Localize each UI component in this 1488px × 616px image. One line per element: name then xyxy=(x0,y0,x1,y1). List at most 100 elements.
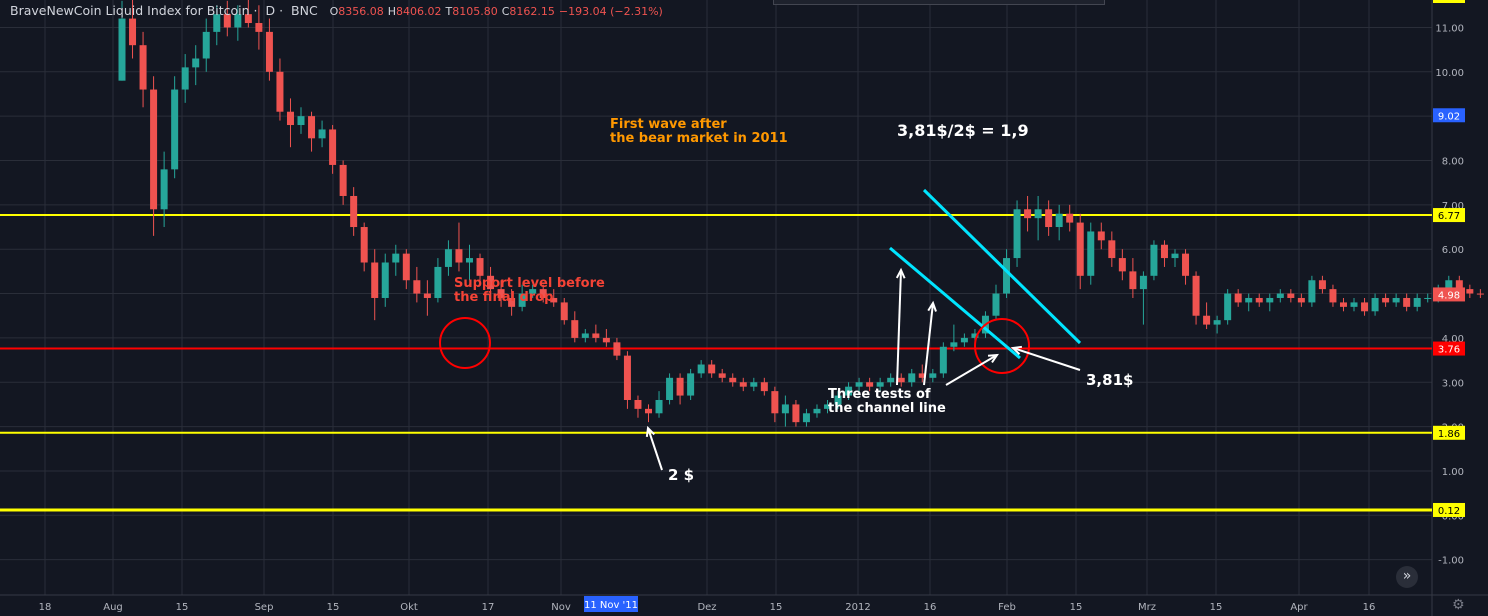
candle[interactable] xyxy=(297,107,305,134)
candle[interactable] xyxy=(171,76,179,179)
candle[interactable] xyxy=(371,249,379,321)
candle[interactable] xyxy=(1087,222,1095,285)
candle[interactable] xyxy=(834,391,842,409)
candle[interactable] xyxy=(592,324,600,343)
candle[interactable] xyxy=(1255,293,1263,307)
candle[interactable] xyxy=(244,0,252,28)
candle[interactable] xyxy=(1224,289,1232,325)
candle[interactable] xyxy=(729,373,737,387)
candle[interactable] xyxy=(1160,240,1168,267)
candle[interactable] xyxy=(1276,289,1284,303)
symbol-name[interactable]: BraveNewCoin Liquid Index for Bitcoin xyxy=(10,3,250,18)
candle[interactable] xyxy=(202,18,210,72)
candle[interactable] xyxy=(308,111,316,152)
candle[interactable] xyxy=(645,404,652,423)
arrow[interactable] xyxy=(923,300,937,386)
candle[interactable] xyxy=(802,408,810,427)
candle[interactable] xyxy=(866,377,874,392)
candle[interactable] xyxy=(255,5,263,50)
candle[interactable] xyxy=(708,360,716,378)
candle[interactable] xyxy=(360,222,368,272)
candle[interactable] xyxy=(181,54,189,103)
candle[interactable] xyxy=(1076,213,1084,290)
candle[interactable] xyxy=(1213,315,1221,334)
candle[interactable] xyxy=(423,280,431,316)
candle[interactable] xyxy=(1339,297,1347,312)
candle[interactable] xyxy=(876,377,884,392)
candle[interactable] xyxy=(939,342,947,378)
candle[interactable] xyxy=(518,284,526,312)
candle[interactable] xyxy=(539,284,547,303)
candle[interactable] xyxy=(1203,302,1211,330)
candle[interactable] xyxy=(1055,204,1063,241)
candle[interactable] xyxy=(813,404,821,418)
candle[interactable] xyxy=(697,360,705,378)
candle[interactable] xyxy=(1371,293,1379,316)
candle[interactable] xyxy=(918,364,926,383)
candle[interactable] xyxy=(908,368,916,387)
candle[interactable] xyxy=(929,368,937,383)
candle[interactable] xyxy=(434,258,442,303)
candle[interactable] xyxy=(718,368,726,383)
candle[interactable] xyxy=(845,382,853,400)
candle[interactable] xyxy=(476,253,484,285)
candle[interactable] xyxy=(1466,284,1474,298)
candle[interactable] xyxy=(687,368,695,400)
arrow[interactable] xyxy=(1010,345,1081,371)
candle[interactable] xyxy=(992,284,1000,321)
candle[interactable] xyxy=(1266,293,1274,312)
candle[interactable] xyxy=(444,240,452,276)
candle[interactable] xyxy=(960,333,968,347)
candle[interactable] xyxy=(613,337,621,361)
candle[interactable] xyxy=(1403,293,1411,312)
candle[interactable] xyxy=(1392,293,1400,307)
candle[interactable] xyxy=(1234,289,1242,307)
candle[interactable] xyxy=(560,297,568,325)
candle[interactable] xyxy=(676,373,684,405)
candle[interactable] xyxy=(781,395,789,427)
candle[interactable] xyxy=(1045,200,1053,236)
candle[interactable] xyxy=(529,284,537,298)
candle[interactable] xyxy=(739,377,747,392)
candle[interactable] xyxy=(465,244,473,281)
candle[interactable] xyxy=(1297,293,1305,307)
candle[interactable] xyxy=(571,311,579,343)
arrow[interactable] xyxy=(895,267,906,386)
candle[interactable] xyxy=(1097,222,1105,250)
candle[interactable] xyxy=(666,373,674,405)
candle[interactable] xyxy=(1476,289,1484,298)
candle[interactable] xyxy=(392,244,400,276)
candle[interactable] xyxy=(139,31,147,108)
candle[interactable] xyxy=(655,391,663,418)
arrow[interactable] xyxy=(645,425,663,471)
candle[interactable] xyxy=(1424,293,1432,303)
channel-lower-line[interactable] xyxy=(889,246,1021,360)
candle[interactable] xyxy=(750,377,758,392)
candle[interactable] xyxy=(1118,249,1126,281)
candle[interactable] xyxy=(455,222,463,272)
gear-icon[interactable]: ⚙ xyxy=(1452,597,1465,613)
candle[interactable] xyxy=(350,187,358,236)
candle[interactable] xyxy=(1329,284,1337,307)
candle[interactable] xyxy=(381,253,389,307)
candle[interactable] xyxy=(1024,195,1032,232)
support-circle[interactable] xyxy=(439,317,491,369)
candle[interactable] xyxy=(129,0,137,59)
candle[interactable] xyxy=(276,58,284,121)
candle[interactable] xyxy=(508,289,516,316)
candle[interactable] xyxy=(318,120,326,148)
candle[interactable] xyxy=(150,76,158,236)
candle[interactable] xyxy=(497,280,505,307)
interval-label[interactable]: D xyxy=(265,3,276,18)
candle[interactable] xyxy=(1182,249,1190,285)
candle[interactable] xyxy=(1013,200,1021,267)
candle[interactable] xyxy=(602,329,610,347)
candle[interactable] xyxy=(950,324,958,352)
arrow[interactable] xyxy=(945,353,999,386)
candle[interactable] xyxy=(1171,249,1179,267)
candle[interactable] xyxy=(1245,293,1253,312)
candle[interactable] xyxy=(1318,275,1326,294)
candle[interactable] xyxy=(1108,231,1116,267)
test-circle[interactable] xyxy=(974,318,1030,374)
